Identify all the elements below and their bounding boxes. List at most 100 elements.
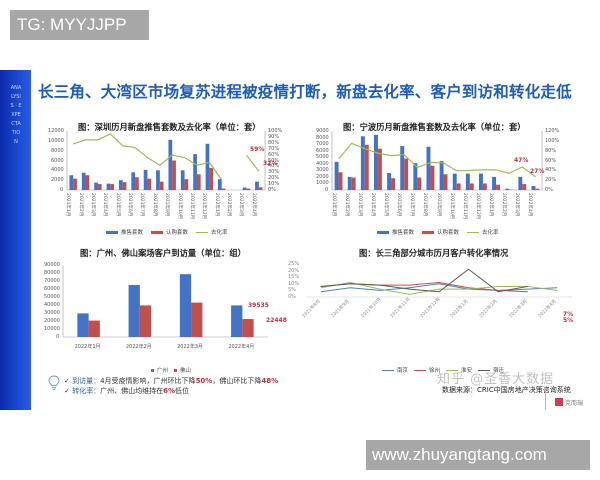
x-tick-label: 2021年8月	[151, 193, 157, 217]
legend-swatch-suqian	[478, 369, 491, 371]
note-value: 48%	[261, 377, 279, 385]
chart3-title: 图：广州、佛山案场客户到访量（单位：组）	[80, 248, 246, 258]
legend-swatch-blue	[377, 230, 389, 234]
chart2-title: 图：宁波历月新盘推售套数及去化率（单位：套）	[343, 122, 526, 132]
zhihu-watermark: 知乎 @圣香大数据	[437, 372, 555, 387]
legend-label: 推售套数	[392, 230, 415, 236]
chart4-title: 图：长三角部分城市历月客户转化率情况	[359, 248, 509, 258]
chart3-annotation: 39535	[248, 302, 269, 309]
legend-label: 淮安	[461, 368, 473, 374]
y2-tick-label: 20%	[268, 175, 280, 182]
x-tick-label: 2021年10月	[176, 193, 182, 220]
y2-tick-label: 70%	[268, 145, 280, 152]
logo-icon	[555, 398, 563, 406]
chart1-annotation: 32%	[263, 160, 278, 167]
x-tick-label: 2022年1月	[213, 193, 219, 217]
note-text: 低位	[174, 387, 189, 395]
y-tick-label: 20%	[288, 267, 300, 274]
y2-tick-label: 100%	[268, 128, 283, 134]
y2-tick-label: 0%	[268, 187, 276, 193]
y-tick-label: 12000	[48, 128, 64, 134]
top-watermark-tag: TG: MYYJJPP	[10, 10, 149, 40]
y2-tick-label: 0%	[545, 187, 553, 193]
legend-label: 认购套数	[437, 230, 460, 236]
summary-notes: ✓ 到访量：4月受疫情影响，广州环比下降50%，佛山环比下降48% ✓ 转化率：…	[64, 376, 278, 396]
x-tick-label: 2022年4月	[527, 193, 533, 217]
y2-tick-label: 50%	[268, 157, 280, 164]
x-tick-label: 2022年1月	[74, 344, 101, 350]
y-tick-label: 8000	[316, 134, 329, 141]
y-tick-label: 0	[56, 334, 60, 340]
x-tick-label: 2021年9月	[435, 193, 441, 217]
y-tick-label: 5000	[316, 154, 329, 161]
x-tick-label: 2021年5月	[114, 193, 120, 217]
y-tick-label: 2000	[51, 177, 64, 184]
legend-label: 宿迁	[493, 368, 505, 374]
x-tick-label: 2022年1月	[488, 193, 494, 217]
legend-label: 南京	[397, 368, 409, 374]
legend-swatch-blue	[151, 368, 154, 372]
note-key: 转化率：	[72, 387, 101, 395]
x-tick-label: 2021年2月	[343, 193, 349, 217]
y-tick-label: 90000	[44, 262, 60, 268]
x-tick-label: 2022年4月	[228, 344, 255, 350]
y-tick-label: 50000	[44, 294, 60, 300]
x-tick-label: 2021年8月	[422, 193, 428, 217]
x-tick-label: 2022年2月	[501, 193, 507, 217]
x-tick-label: 2022年3月	[177, 344, 204, 350]
slide-side-bar	[0, 70, 31, 410]
slide-title: 长三角、大湾区市场复苏进程被疫情打断，新盘去化率、客户到访和转化走低	[38, 83, 572, 101]
chart4-legend: 南京 徐州 淮安 宿迁	[382, 366, 504, 374]
chart4-annotation: 7%	[563, 311, 574, 318]
y2-tick-label: 80%	[545, 147, 557, 154]
x-tick-label: 2022年3月	[238, 193, 244, 217]
y-tick-label: 30000	[44, 310, 60, 316]
legend-label: 推售套数	[121, 230, 144, 236]
note-text: 广州、佛山均维持在	[100, 387, 164, 395]
x-tick-label: 2022年4月	[250, 193, 256, 217]
note-value: 6%	[163, 387, 175, 395]
x-tick-label: 2021年4月	[369, 193, 375, 217]
note-text: 4月受疫情影响，广州环比下降	[100, 377, 196, 385]
y-tick-label: 80000	[44, 270, 60, 276]
x-tick-label: 2021年1月	[330, 193, 336, 217]
legend-label: 广州	[157, 368, 169, 374]
legend-swatch-xuzhou	[414, 369, 427, 371]
y2-tick-label: 10%	[268, 181, 280, 188]
legend-swatch-green	[467, 231, 480, 233]
y2-tick-label: 100%	[545, 137, 560, 144]
chart1-title: 图：深圳历月新盘推售套数及去化率（单位：套）	[78, 122, 261, 132]
note-value: 50%	[195, 377, 213, 385]
y-tick-label: 10000	[44, 326, 60, 332]
legend-swatch-green	[196, 231, 209, 233]
y2-tick-label: 20%	[545, 177, 557, 184]
legend-swatch-blue	[106, 230, 118, 234]
y-tick-label: 10000	[48, 137, 64, 144]
chart2-annotation: 47%	[514, 157, 529, 164]
slide-canvas	[0, 70, 600, 410]
chart1-annotation: 59%	[250, 146, 265, 153]
y-tick-label: 4000	[51, 167, 64, 174]
note-conversion: ✓ 转化率：广州、佛山均维持在6%低位	[64, 387, 189, 395]
legend-swatch-red	[151, 230, 164, 234]
y-tick-label: 6000	[316, 147, 329, 154]
legend-label: 去化率	[482, 230, 499, 236]
note-key: 到访量：	[72, 377, 101, 385]
y-tick-label: 0	[325, 187, 329, 193]
x-tick-label: 2021年7月	[409, 193, 415, 217]
y2-tick-label: 80%	[268, 139, 280, 146]
x-tick-label: 2021年12月	[474, 193, 480, 220]
y-tick-label: 3000	[316, 167, 329, 174]
legend-label: 认购套数	[166, 230, 189, 236]
y2-tick-label: 90%	[268, 133, 280, 140]
x-tick-label: 2022年3月	[514, 193, 520, 217]
y-tick-label: 0%	[288, 294, 296, 300]
legend-label: 去化率	[211, 230, 228, 236]
y2-tick-label: 40%	[268, 163, 280, 170]
chart4-annotation: 5%	[563, 317, 574, 324]
x-tick-label: 2021年3月	[356, 193, 362, 217]
chart2-legend: 推售套数 认购套数 去化率	[377, 228, 499, 236]
x-tick-label: 2021年12月	[201, 193, 207, 220]
y-tick-label: 1000	[316, 180, 329, 187]
y2-tick-label: 30%	[268, 169, 280, 176]
